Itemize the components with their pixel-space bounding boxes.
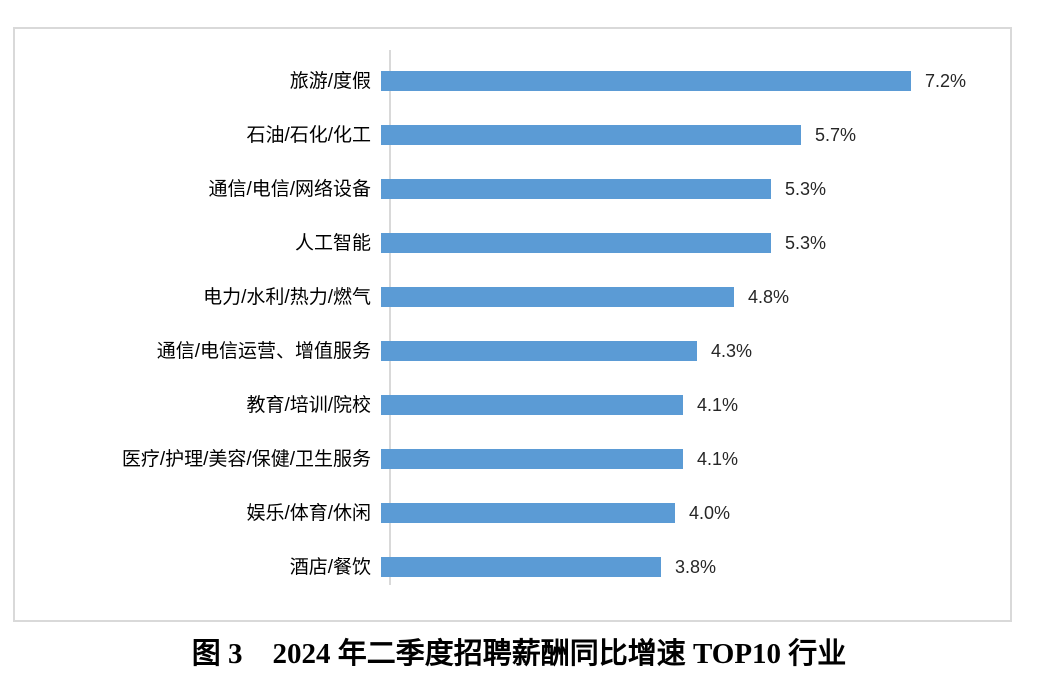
bar (381, 449, 683, 469)
value-label: 5.7% (815, 124, 857, 145)
bar (381, 125, 801, 145)
bar (381, 233, 771, 253)
bar-row: 电力/水利/热力/燃气 4.8% (15, 270, 1010, 324)
value-label: 3.8% (675, 556, 717, 577)
category-label: 石油/石化/化工 (246, 124, 371, 146)
category-label: 娱乐/体育/休闲 (246, 502, 371, 524)
bar (381, 71, 911, 91)
bar (381, 287, 734, 307)
bar-rows: 旅游/度假 7.2% 石油/石化/化工 5.7% 通信/电信/网络设备 5.3% 人工智能 5… (15, 29, 1010, 620)
value-label: 5.3% (785, 232, 827, 253)
bar (381, 395, 683, 415)
value-label: 5.3% (785, 178, 827, 199)
figure-number: 图 3 (191, 638, 243, 670)
bar-row: 娱乐/体育/休闲 4.0% (15, 486, 1010, 540)
bar-row: 人工智能 5.3% (15, 216, 1010, 270)
category-label: 教育/培训/院校 (246, 394, 371, 416)
category-label: 通信/电信/网络设备 (208, 178, 371, 200)
bar-row: 教育/培训/院校 4.1% (15, 378, 1010, 432)
category-label: 电力/水利/热力/燃气 (203, 286, 371, 308)
category-label: 通信/电信运营、增值服务 (156, 340, 371, 362)
value-label: 4.3% (711, 340, 753, 361)
figure-title: 2024 年二季度招聘薪酬同比增速 TOP10 行业 (272, 638, 847, 670)
bar-row: 通信/电信/网络设备 5.3% (15, 162, 1010, 216)
value-label: 7.2% (925, 70, 967, 91)
category-axis-line (389, 50, 391, 585)
chart-plot-area: 旅游/度假 7.2% 石油/石化/化工 5.7% 通信/电信/网络设备 5.3% 人工智能 5… (13, 27, 1012, 622)
value-label: 4.1% (697, 448, 739, 469)
category-label: 旅游/度假 (289, 70, 371, 92)
category-label: 医疗/护理/美容/保健/卫生服务 (121, 448, 371, 470)
value-label: 4.0% (689, 502, 731, 523)
category-label: 酒店/餐饮 (289, 556, 371, 578)
bar-row: 酒店/餐饮 3.8% (15, 540, 1010, 594)
bar (381, 341, 697, 361)
bar-row: 旅游/度假 7.2% (15, 54, 1010, 108)
bar-row: 石油/石化/化工 5.7% (15, 108, 1010, 162)
value-label: 4.8% (748, 286, 790, 307)
bar-row: 医疗/护理/美容/保健/卫生服务 4.1% (15, 432, 1010, 486)
bar (381, 557, 661, 577)
value-label: 4.1% (697, 394, 739, 415)
bar (381, 179, 771, 199)
bar-row: 通信/电信运营、增值服务 4.3% (15, 324, 1010, 378)
category-label: 人工智能 (294, 232, 371, 254)
figure-caption: 图 3 2024 年二季度招聘薪酬同比增速 TOP10 行业 (0, 630, 1038, 672)
bar (381, 503, 675, 523)
